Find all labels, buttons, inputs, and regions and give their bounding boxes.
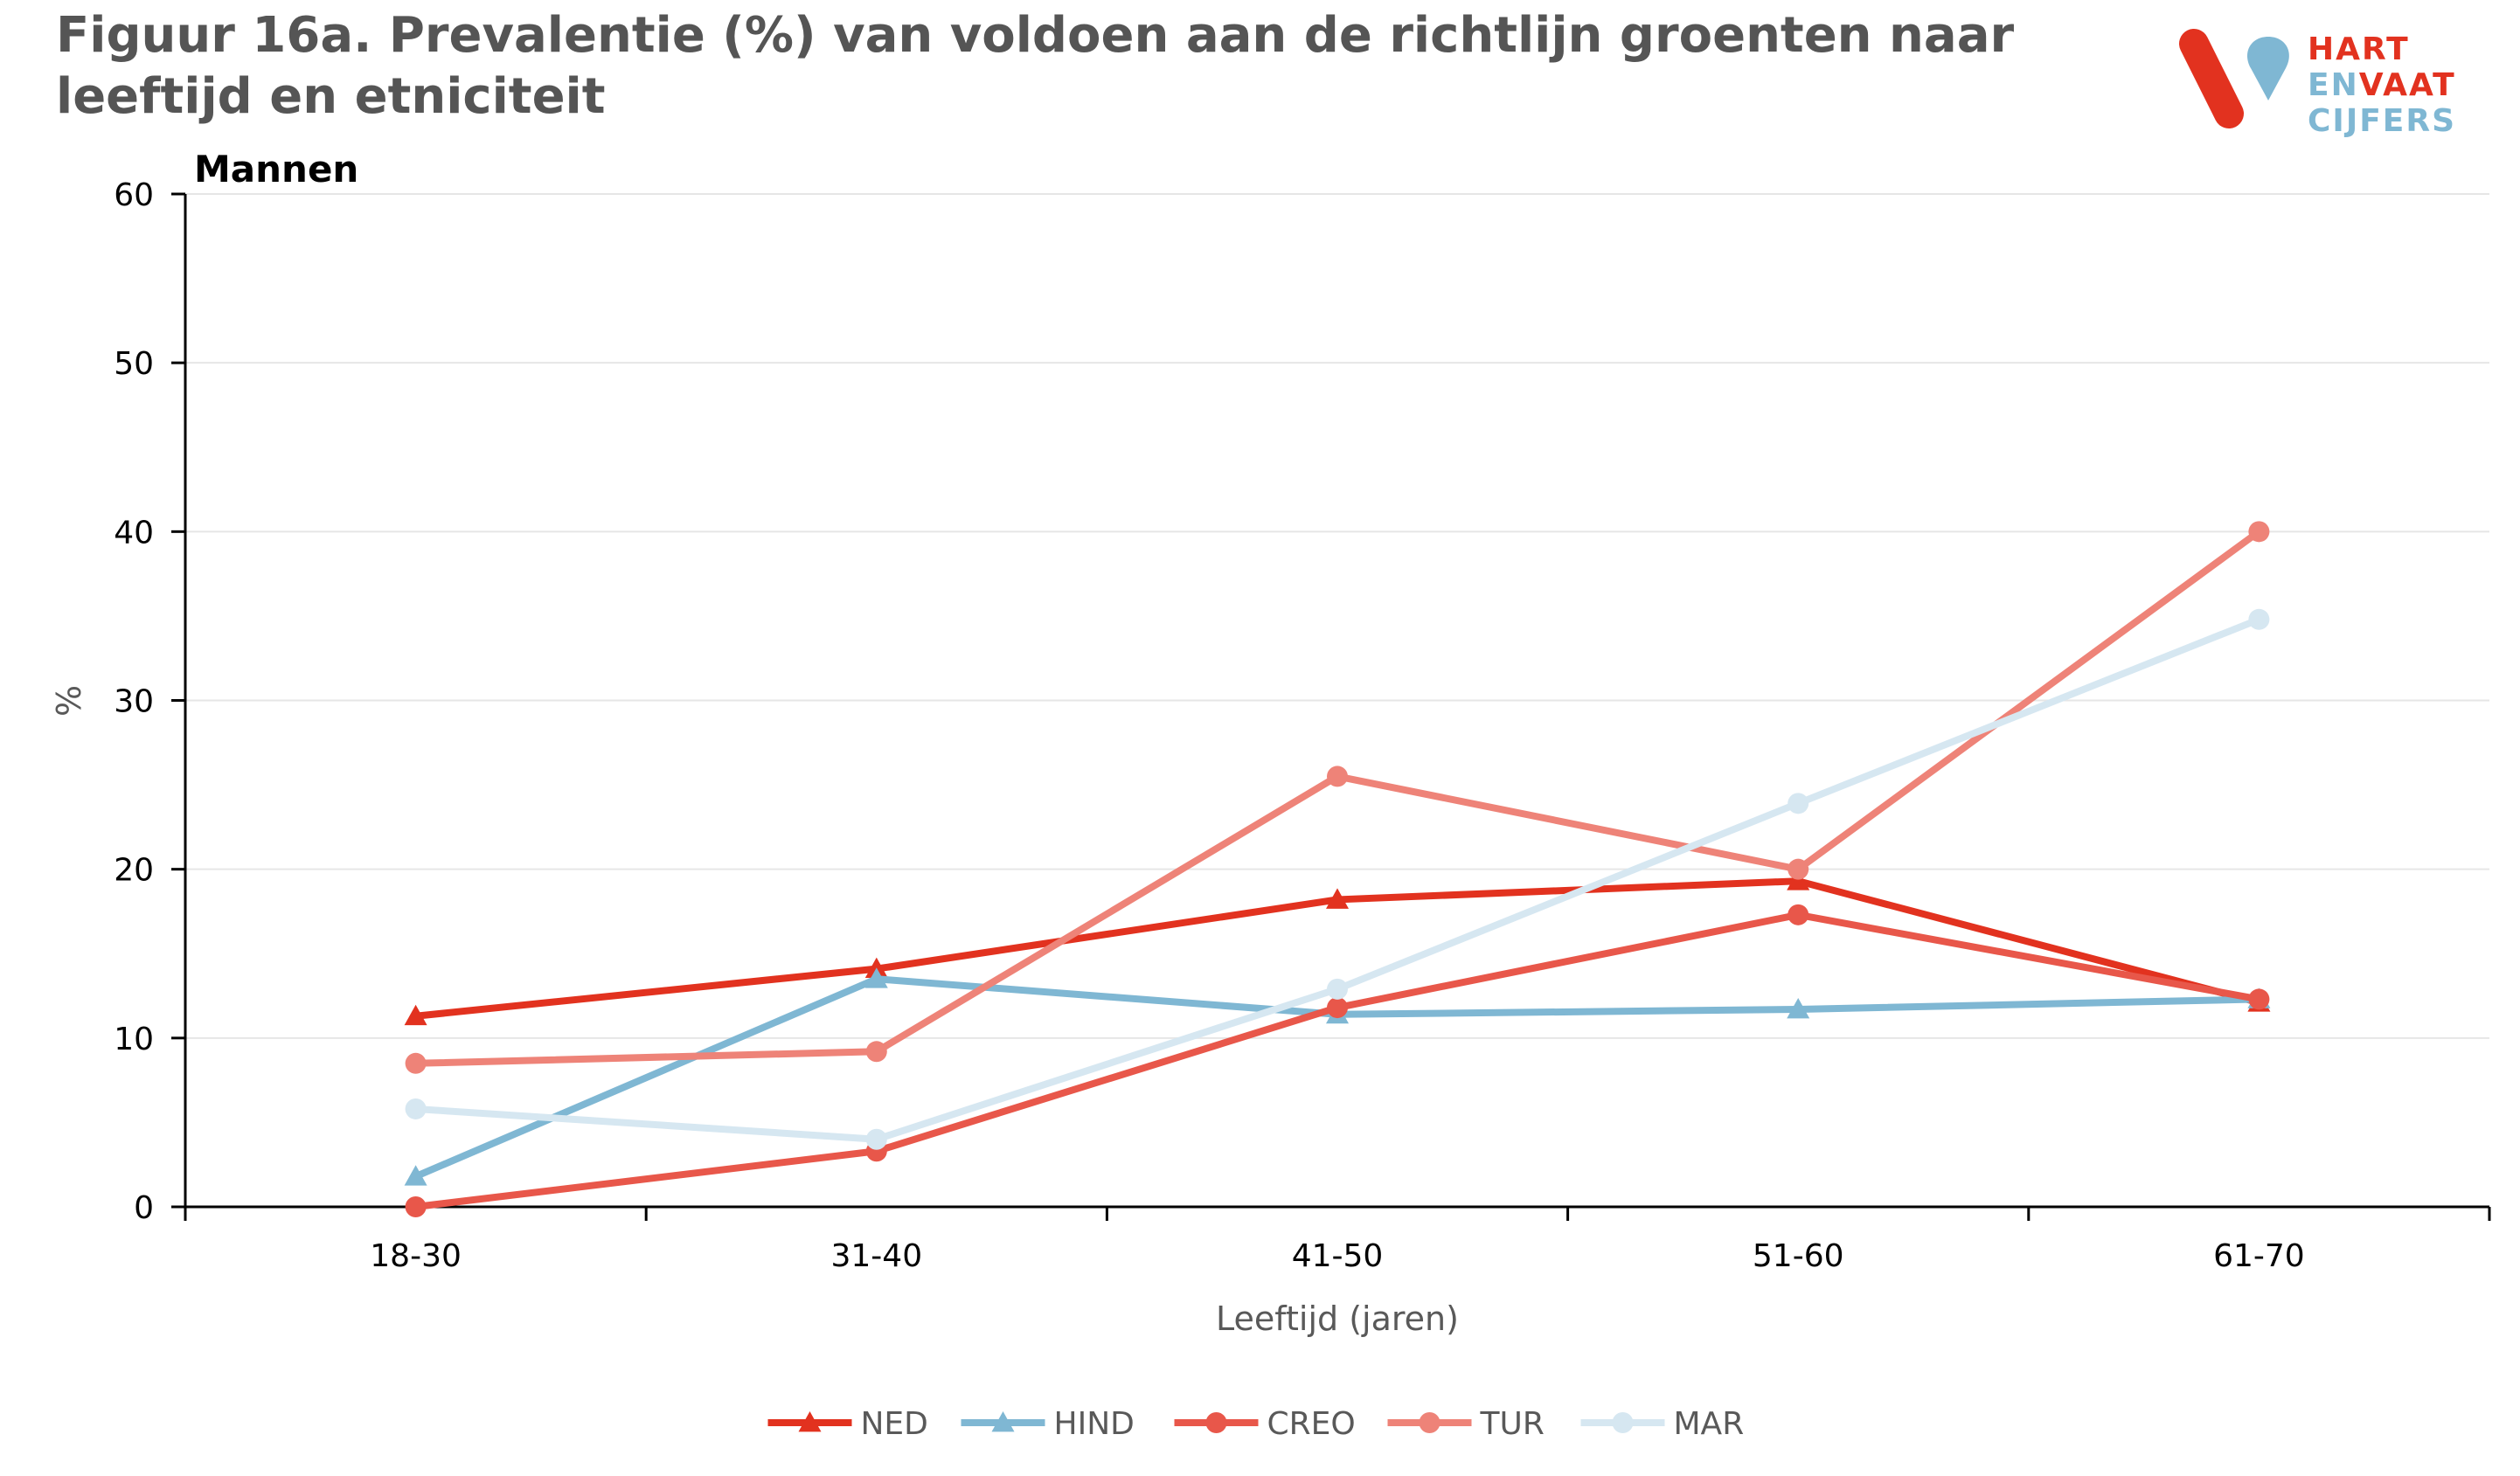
data-point-ned-41-50 bbox=[1326, 888, 1349, 909]
legend-marker-hind bbox=[991, 1411, 1015, 1432]
y-tick-label-10: 10 bbox=[114, 1022, 154, 1057]
data-point-mar-61-70 bbox=[2248, 608, 2270, 630]
series-mar bbox=[405, 608, 2270, 1150]
legend-label-creo: CREO bbox=[1267, 1406, 1356, 1442]
data-point-hind-31-40 bbox=[864, 967, 888, 988]
legend-marker-ned bbox=[798, 1411, 822, 1432]
series-lines bbox=[404, 521, 2271, 1217]
data-point-tur-18-30 bbox=[405, 1052, 427, 1074]
logo-line-2: ENVAAT bbox=[2308, 67, 2456, 103]
y-tick-label-0: 0 bbox=[134, 1190, 154, 1226]
y-tick-label-60: 60 bbox=[114, 177, 154, 213]
data-point-tur-41-50 bbox=[1327, 766, 1348, 787]
legend-marker-creo bbox=[1205, 1412, 1227, 1433]
data-point-mar-41-50 bbox=[1327, 978, 1348, 1000]
data-point-creo-61-70 bbox=[2248, 988, 2270, 1010]
data-point-creo-41-50 bbox=[1327, 997, 1348, 1019]
legend-label-tur: TUR bbox=[1480, 1406, 1545, 1442]
legend-label-hind: HIND bbox=[1054, 1406, 1135, 1442]
logo-line-1: HART bbox=[2308, 31, 2410, 67]
y-tick-label-20: 20 bbox=[114, 853, 154, 889]
data-point-creo-51-60 bbox=[1788, 904, 1809, 925]
data-point-ned-18-30 bbox=[404, 1004, 427, 1026]
chart-title: Figuur 16a. Prevalentie (%) van voldoen … bbox=[56, 7, 2015, 125]
x-tick-label-61-70: 61-70 bbox=[2213, 1238, 2305, 1274]
data-point-mar-18-30 bbox=[405, 1098, 427, 1119]
hartenvaat-logo bbox=[2179, 29, 2289, 128]
y-axis-title: % bbox=[50, 685, 88, 717]
x-axis-ticks: 18-30 31-40 41-50 51-60 61-70 bbox=[184, 1207, 2491, 1274]
logo-wordmark: HART ENVAAT CIJFERS bbox=[2308, 31, 2456, 139]
panel-label: Mannen bbox=[194, 148, 358, 191]
logo-line-3: CIJFERS bbox=[2308, 103, 2457, 139]
legend-item-ned: NED bbox=[767, 1406, 928, 1442]
legend-item-hind: HIND bbox=[961, 1406, 1135, 1442]
data-point-ned-51-60 bbox=[1787, 870, 1810, 890]
x-tick-label-51-60: 51-60 bbox=[1753, 1238, 1844, 1274]
y-axis-ticks: 0 10 20 30 40 50 60 bbox=[114, 177, 185, 1226]
y-tick-label-40: 40 bbox=[114, 515, 154, 551]
x-tick-label-41-50: 41-50 bbox=[1292, 1238, 1384, 1274]
legend-item-mar: MAR bbox=[1580, 1406, 1745, 1442]
x-tick-label-31-40: 31-40 bbox=[830, 1238, 922, 1274]
grid-lines bbox=[185, 193, 2489, 1039]
data-point-tur-31-40 bbox=[865, 1041, 887, 1063]
legend-item-tur: TUR bbox=[1387, 1406, 1545, 1442]
data-point-mar-51-60 bbox=[1788, 793, 1809, 814]
y-tick-label-30: 30 bbox=[114, 684, 154, 720]
legend-marker-tur bbox=[1419, 1412, 1440, 1433]
series-tur bbox=[405, 521, 2270, 1074]
legend-label-mar: MAR bbox=[1674, 1406, 1745, 1442]
data-point-tur-51-60 bbox=[1788, 858, 1809, 880]
legend-item-creo: CREO bbox=[1174, 1406, 1356, 1442]
data-point-hind-18-30 bbox=[404, 1165, 427, 1186]
data-point-creo-18-30 bbox=[405, 1196, 427, 1217]
x-axis-title: Leeftijd (jaren) bbox=[1216, 1299, 1459, 1338]
legend-marker-mar bbox=[1612, 1412, 1634, 1433]
y-tick-label-50: 50 bbox=[114, 346, 154, 382]
data-point-hind-51-60 bbox=[1787, 997, 1810, 1019]
data-point-tur-61-70 bbox=[2248, 521, 2270, 543]
legend: NED HIND CREO TUR MAR bbox=[767, 1406, 1745, 1442]
logo-mark-icon bbox=[2179, 29, 2289, 128]
data-point-mar-31-40 bbox=[865, 1128, 887, 1150]
x-tick-label-18-30: 18-30 bbox=[370, 1238, 462, 1274]
legend-label-ned: NED bbox=[861, 1406, 928, 1442]
